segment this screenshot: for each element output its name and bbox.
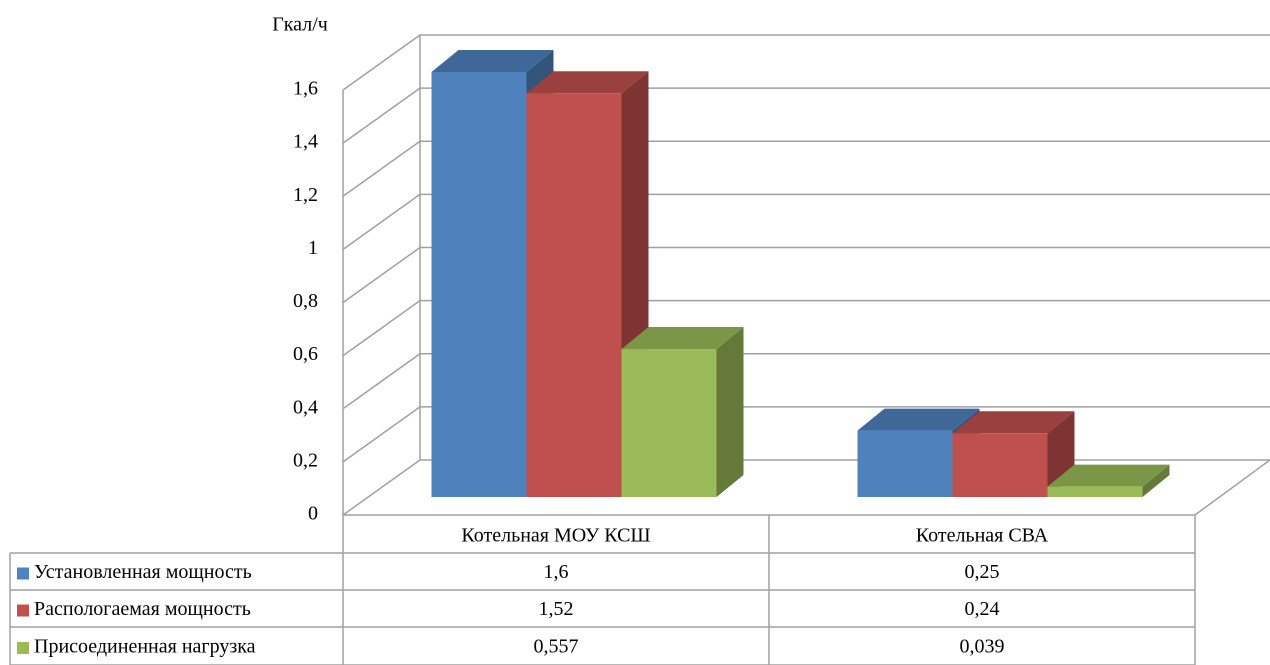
y-tick-label: 0,2 <box>293 449 318 471</box>
table-value: 0,24 <box>965 598 1000 620</box>
table-value: 0,039 <box>960 636 1005 658</box>
grid-line <box>342 246 1270 304</box>
legend-swatch <box>17 642 29 654</box>
grid-line <box>342 353 1270 410</box>
bar-side <box>716 327 744 497</box>
table-value: 0,557 <box>534 636 579 658</box>
bar <box>1047 486 1143 497</box>
bar <box>857 430 953 497</box>
y-tick-label: 0,8 <box>293 290 318 312</box>
y-tick-label: 0,4 <box>293 396 318 418</box>
bar-top <box>526 71 649 94</box>
grid-line <box>342 299 1270 357</box>
grid-line <box>342 406 1270 463</box>
x-tick-label: Котельная МОУ КСШ <box>461 525 650 547</box>
grid-line <box>342 140 1270 197</box>
y-tick-label: 1,2 <box>293 184 318 206</box>
bar-top <box>1047 464 1170 487</box>
bar <box>431 72 527 497</box>
bar-top <box>857 408 980 431</box>
bar <box>526 93 622 497</box>
table-value: 0,25 <box>965 561 1000 583</box>
legend-swatch <box>17 604 29 617</box>
y-tick-label: 0 <box>308 503 318 525</box>
y-tick-label: 1,6 <box>293 78 318 100</box>
legend-label: Присоединенная нагрузка <box>34 636 256 658</box>
bar-top <box>952 411 1075 434</box>
table-value: 1,6 <box>544 561 569 583</box>
grid-line <box>342 34 1270 91</box>
y-axis-label: Гкал/ч <box>272 14 328 36</box>
y-tick-label: 1 <box>308 237 318 259</box>
y-tick-label: 1,4 <box>293 131 318 153</box>
bar <box>621 349 717 497</box>
bar <box>952 433 1048 497</box>
grid-line <box>342 87 1270 144</box>
grid-line <box>342 193 1270 250</box>
legend-swatch <box>17 567 29 580</box>
table-value: 1,52 <box>539 598 574 620</box>
y-tick-label: 0,6 <box>293 343 318 365</box>
legend-label: Установленная мощность <box>34 561 252 583</box>
bar-top <box>621 327 744 350</box>
bar-top <box>431 50 554 72</box>
bar-side <box>1142 464 1170 497</box>
legend-label: Распологаемая мощность <box>34 598 251 620</box>
x-tick-label: Котельная СВА <box>916 525 1049 547</box>
